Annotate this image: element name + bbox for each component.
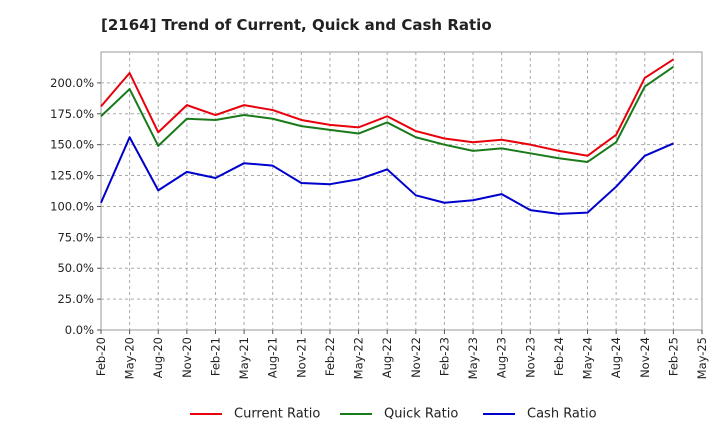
series-line-current-ratio (100, 58, 674, 157)
grid-lines (101, 52, 702, 330)
x-tick-label: May-21 (237, 337, 251, 379)
y-tick-label: 150.0% (50, 138, 94, 152)
x-tick-label: May-24 (581, 337, 595, 379)
series-line-cash-ratio (100, 136, 674, 215)
chart-title: [2164] Trend of Current, Quick and Cash … (101, 16, 492, 34)
x-tick-label: Feb-23 (437, 337, 451, 376)
x-tick-label: Nov-20 (180, 337, 194, 378)
y-tick-label: 25.0% (57, 292, 94, 306)
legend-label-current-ratio: Current Ratio (234, 407, 320, 422)
legend-label-quick-ratio: Quick Ratio (384, 407, 458, 422)
series-line-quick-ratio (100, 66, 674, 163)
x-tick-label: Aug-23 (495, 337, 509, 378)
y-tick-label: 175.0% (50, 107, 94, 121)
x-tick-label: May-22 (352, 337, 366, 379)
y-tick-label: 100.0% (50, 199, 94, 213)
x-tick-label: May-20 (123, 337, 137, 379)
y-tick-label: 75.0% (57, 230, 94, 244)
x-tick-label: Nov-24 (638, 337, 652, 378)
x-tick-label: May-23 (466, 337, 480, 379)
x-tick-label: Feb-22 (323, 337, 337, 376)
series-lines (100, 58, 674, 215)
y-tick-label: 0.0% (65, 323, 94, 337)
x-tick-label: Feb-25 (666, 337, 680, 376)
y-tick-label: 50.0% (57, 261, 94, 275)
x-tick-label: Aug-21 (266, 337, 280, 378)
x-tick-label: Nov-23 (523, 337, 537, 378)
x-tick-label: Nov-21 (294, 337, 308, 378)
x-axis-ticks: Feb-20 May-20 Aug-20 Nov-20 Feb-21 May-21 Aug-… (94, 330, 709, 379)
y-tick-label: 200.0% (50, 76, 94, 90)
x-tick-label: Aug-22 (380, 337, 394, 378)
y-tick-label: 125.0% (50, 169, 94, 183)
x-tick-label: May-25 (695, 337, 709, 379)
x-tick-label: Nov-22 (409, 337, 423, 378)
x-tick-label: Feb-20 (94, 337, 108, 376)
y-axis-ticks: 0.0% 25.0% 50.0% 75.0% 100.0% 125.0% 150.0% 175… (50, 76, 101, 337)
legend: Current Ratio Quick Ratio Cash Ratio (190, 407, 597, 422)
x-tick-label: Aug-20 (151, 337, 165, 378)
x-tick-label: Feb-21 (208, 337, 222, 376)
legend-label-cash-ratio: Cash Ratio (527, 407, 597, 422)
plot-area-frame (100, 51, 703, 331)
x-tick-label: Feb-24 (552, 337, 566, 376)
x-tick-label: Aug-24 (609, 337, 623, 378)
